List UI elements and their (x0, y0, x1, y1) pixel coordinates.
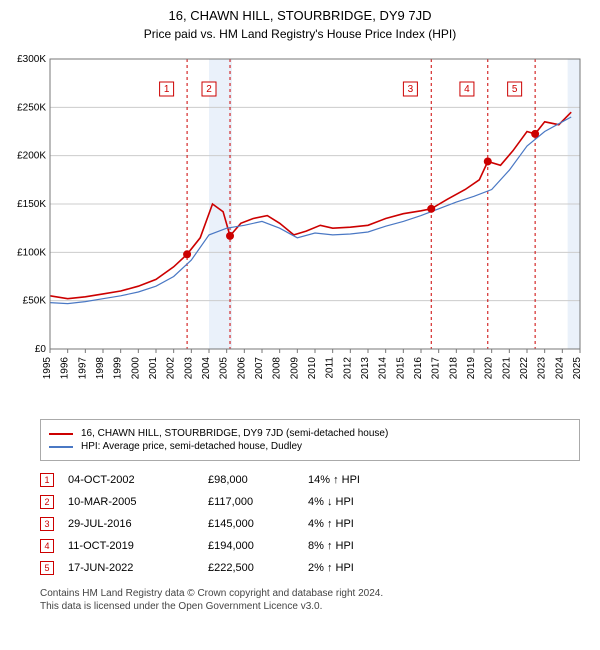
svg-text:2022: 2022 (519, 357, 530, 380)
svg-text:4: 4 (464, 84, 470, 95)
svg-text:2001: 2001 (148, 357, 159, 380)
page-subtitle: Price paid vs. HM Land Registry's House … (0, 27, 600, 41)
svg-text:2021: 2021 (501, 357, 512, 380)
svg-text:2024: 2024 (554, 357, 565, 380)
event-row: 1 04-OCT-2002£98,00014% ↑ HPI (40, 469, 580, 491)
svg-text:2015: 2015 (395, 357, 406, 380)
svg-text:£50K: £50K (23, 296, 47, 307)
svg-text:2013: 2013 (360, 357, 371, 380)
event-number-box: 2 (40, 495, 54, 509)
footer-line: This data is licensed under the Open Gov… (40, 600, 580, 613)
svg-text:2020: 2020 (484, 357, 495, 380)
svg-text:1995: 1995 (42, 357, 53, 380)
footer: Contains HM Land Registry data © Crown c… (40, 587, 580, 613)
svg-text:£0: £0 (35, 344, 47, 355)
event-price: £194,000 (208, 540, 308, 552)
event-row: 4 11-OCT-2019£194,0008% ↑ HPI (40, 535, 580, 557)
event-row: 5 17-JUN-2022£222,5002% ↑ HPI (40, 557, 580, 579)
chart: £0 £50K £100K £150K £200K £250K £300K 1 2 3 4 5 1995… (10, 49, 590, 409)
event-change: 2% ↑ HPI (308, 562, 408, 574)
svg-text:2023: 2023 (537, 357, 548, 380)
event-date: 04-OCT-2002 (68, 474, 208, 486)
svg-text:2025: 2025 (572, 357, 583, 380)
svg-text:2006: 2006 (236, 357, 247, 380)
svg-text:£300K: £300K (17, 54, 46, 65)
svg-text:1: 1 (164, 84, 170, 95)
svg-text:£100K: £100K (17, 247, 46, 258)
svg-text:1999: 1999 (113, 357, 124, 380)
event-date: 29-JUL-2016 (68, 518, 208, 530)
events-table: 1 04-OCT-2002£98,00014% ↑ HPI 2 10-MAR-2005… (40, 469, 580, 579)
svg-text:2009: 2009 (289, 357, 300, 380)
legend-swatch (49, 446, 73, 448)
svg-text:2011: 2011 (325, 357, 336, 379)
event-number-box: 5 (40, 561, 54, 575)
svg-text:2005: 2005 (219, 357, 230, 380)
svg-text:2004: 2004 (201, 357, 212, 380)
legend-item: HPI: Average price, semi-detached house,… (49, 441, 571, 452)
legend-label: HPI: Average price, semi-detached house,… (81, 441, 302, 452)
chart-svg: £0 £50K £100K £150K £200K £250K £300K 1 2 3 4 5 1995… (10, 49, 590, 409)
event-date: 10-MAR-2005 (68, 496, 208, 508)
footer-line: Contains HM Land Registry data © Crown c… (40, 587, 580, 600)
page-title: 16, CHAWN HILL, STOURBRIDGE, DY9 7JD (0, 8, 600, 23)
event-price: £98,000 (208, 474, 308, 486)
event-number-box: 1 (40, 473, 54, 487)
svg-text:2007: 2007 (254, 357, 265, 380)
legend-label: 16, CHAWN HILL, STOURBRIDGE, DY9 7JD (se… (81, 428, 388, 439)
event-price: £117,000 (208, 496, 308, 508)
svg-text:2016: 2016 (413, 357, 424, 380)
legend-swatch (49, 433, 73, 435)
event-change: 8% ↑ HPI (308, 540, 408, 552)
svg-text:2019: 2019 (466, 357, 477, 380)
event-number-box: 4 (40, 539, 54, 553)
svg-text:2017: 2017 (431, 357, 442, 380)
svg-text:2000: 2000 (130, 357, 141, 380)
event-change: 4% ↑ HPI (308, 518, 408, 530)
svg-text:3: 3 (408, 84, 414, 95)
event-price: £222,500 (208, 562, 308, 574)
svg-text:2014: 2014 (378, 357, 389, 380)
event-row: 3 29-JUL-2016£145,0004% ↑ HPI (40, 513, 580, 535)
event-date: 11-OCT-2019 (68, 540, 208, 552)
svg-text:2002: 2002 (166, 357, 177, 380)
svg-text:£250K: £250K (17, 102, 46, 113)
event-date: 17-JUN-2022 (68, 562, 208, 574)
svg-text:2: 2 (206, 84, 212, 95)
svg-text:£150K: £150K (17, 199, 46, 210)
event-number-box: 3 (40, 517, 54, 531)
svg-text:2012: 2012 (342, 357, 353, 380)
svg-text:1998: 1998 (95, 357, 106, 380)
svg-text:2008: 2008 (272, 357, 283, 380)
svg-text:1996: 1996 (60, 357, 71, 380)
svg-text:2010: 2010 (307, 357, 318, 380)
legend: 16, CHAWN HILL, STOURBRIDGE, DY9 7JD (se… (40, 419, 580, 461)
event-change: 14% ↑ HPI (308, 474, 408, 486)
svg-text:1997: 1997 (77, 357, 88, 380)
svg-text:£200K: £200K (17, 151, 46, 162)
legend-item: 16, CHAWN HILL, STOURBRIDGE, DY9 7JD (se… (49, 428, 571, 439)
svg-text:5: 5 (512, 84, 518, 95)
event-row: 2 10-MAR-2005£117,0004% ↓ HPI (40, 491, 580, 513)
svg-text:2018: 2018 (448, 357, 459, 380)
svg-text:2003: 2003 (183, 357, 194, 380)
event-price: £145,000 (208, 518, 308, 530)
event-change: 4% ↓ HPI (308, 496, 408, 508)
